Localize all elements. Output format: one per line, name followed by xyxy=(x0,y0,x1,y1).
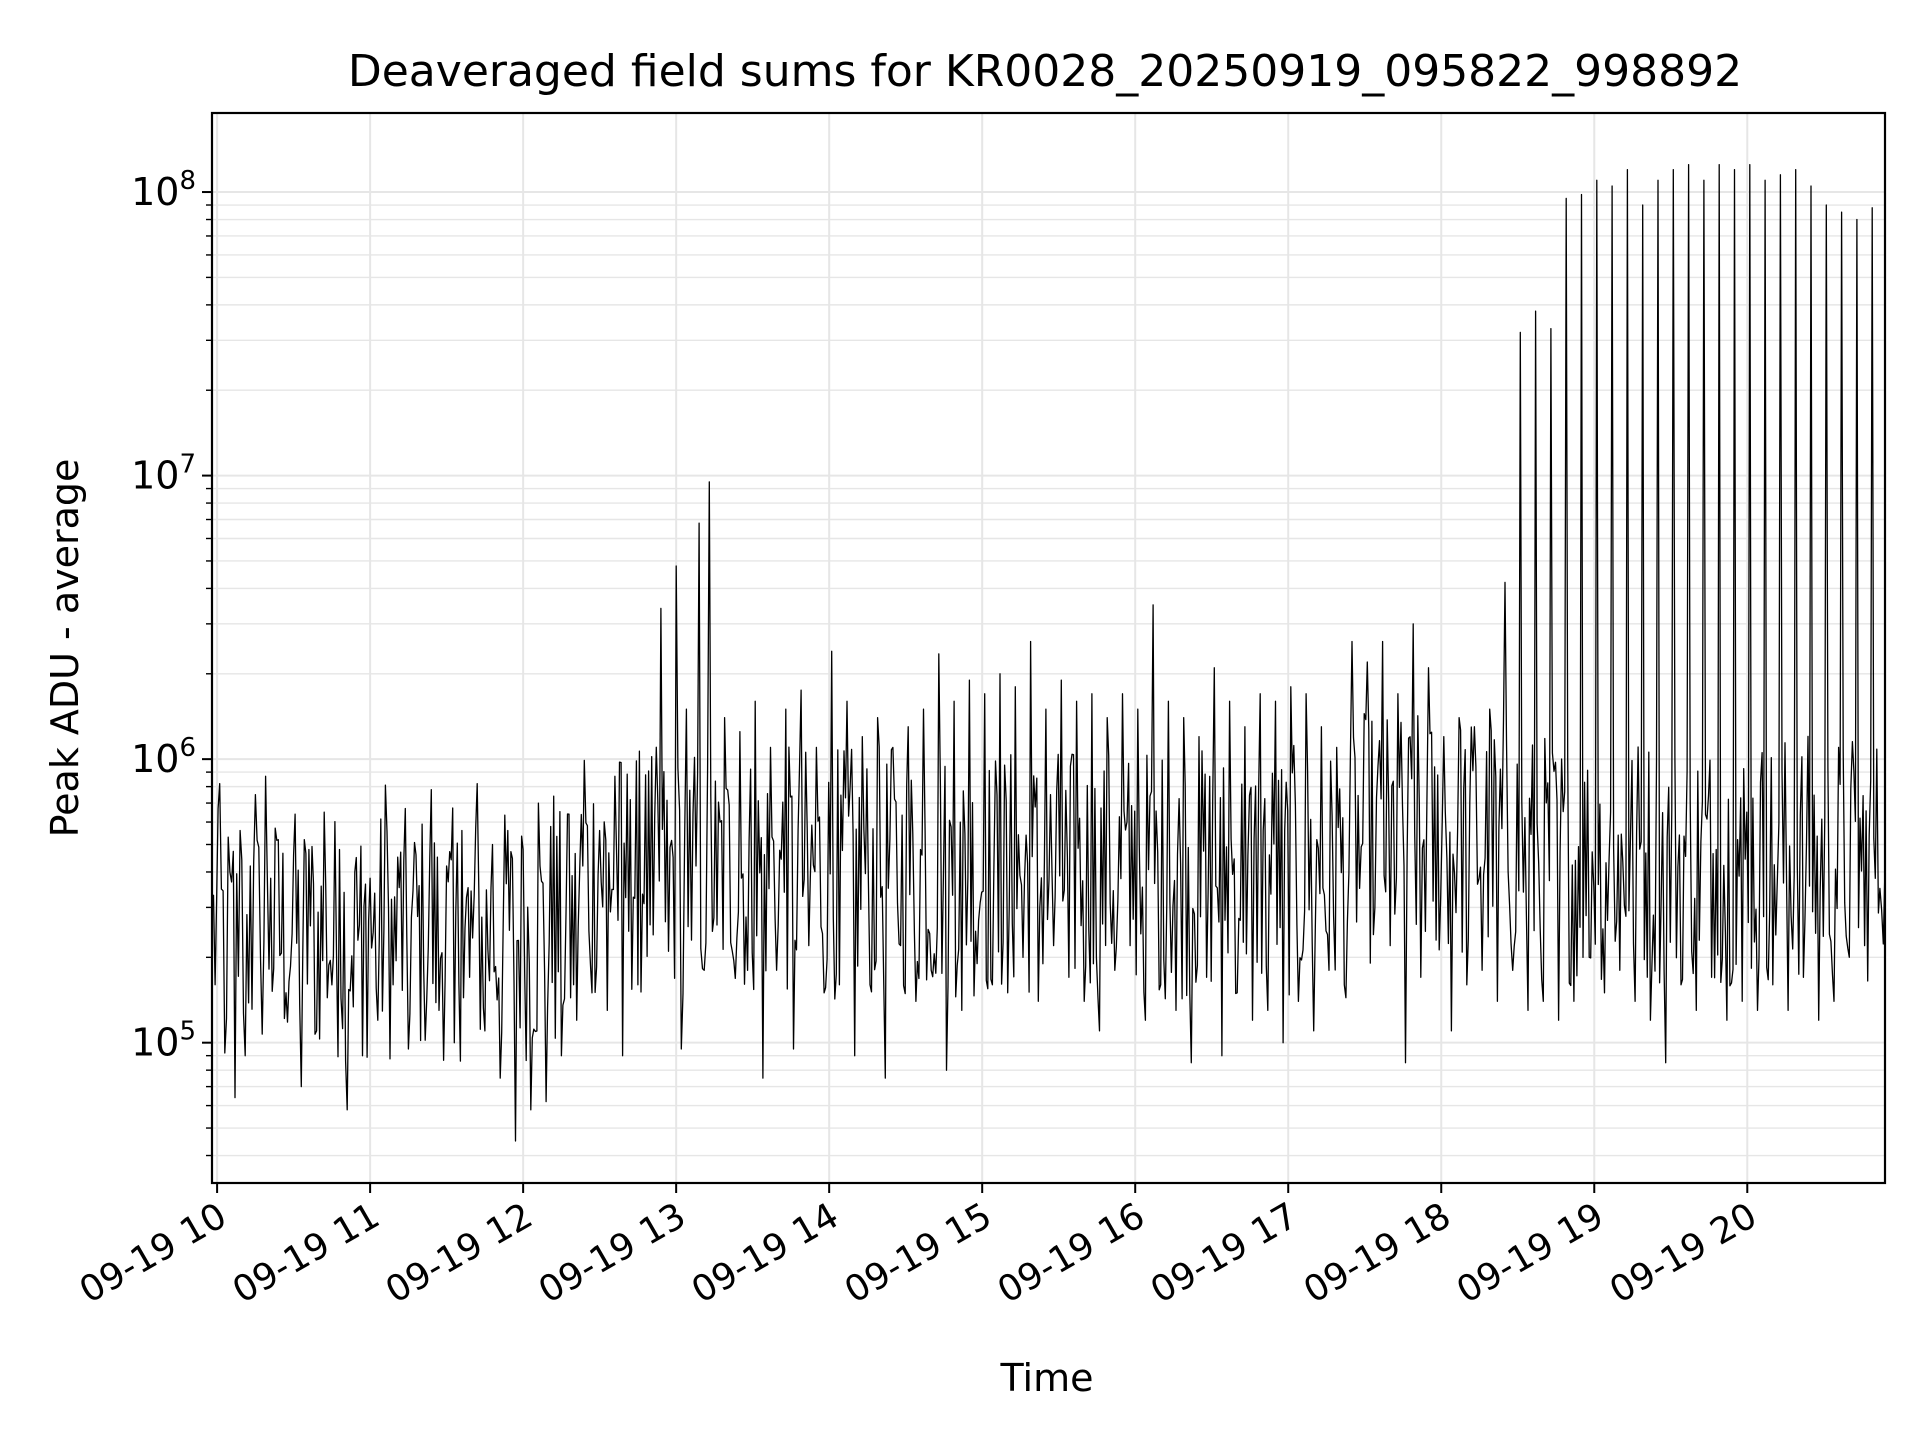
y-tick-label: 105 xyxy=(131,1017,196,1065)
series-line xyxy=(211,163,1886,1142)
y-axis-label: Peak ADU - average xyxy=(43,459,87,838)
x-axis-label: Time xyxy=(1000,1356,1094,1400)
plot-frame xyxy=(210,111,1887,1185)
y-tick-label: 108 xyxy=(131,166,196,214)
y-tick-label: 106 xyxy=(131,733,196,781)
y-axis: 105 106 107 108 xyxy=(131,166,212,1157)
chart-title: Deaveraged field sums for KR0028_2025091… xyxy=(348,46,1742,97)
plot-area xyxy=(211,163,1886,1142)
y-tick-label: 107 xyxy=(131,450,196,498)
